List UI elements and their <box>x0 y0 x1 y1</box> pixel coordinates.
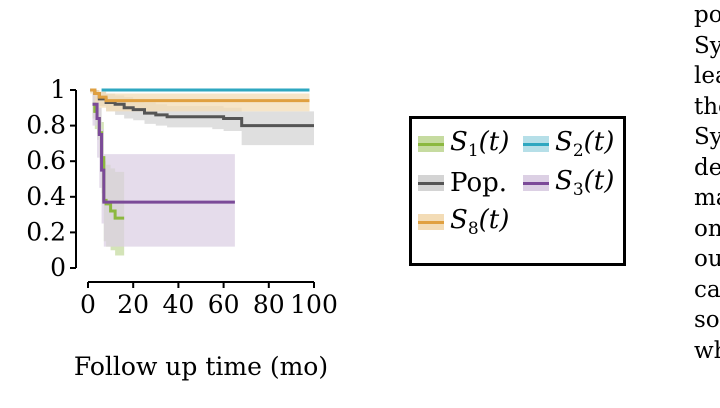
y-tick-label: 0.2 <box>26 217 66 246</box>
side-text-line: de <box>694 154 720 181</box>
survival-chart: 0 0.2 0.4 0.6 0.8 1 0 20 40 60 80 100 Follow up tim… <box>26 75 338 381</box>
legend-item-s8: S8(t) <box>418 205 509 239</box>
survival-curves <box>90 88 314 220</box>
legend: S1(t) S2(t) Pop. S3(t) S8(t) <box>409 116 626 266</box>
curve-pop <box>90 88 314 128</box>
x-tick-label: 20 <box>117 290 149 319</box>
side-text-line: ou <box>694 246 720 272</box>
curve-s8-t <box>90 88 310 103</box>
side-text-line: wh <box>694 337 720 364</box>
x-tick-label: 100 <box>290 290 338 319</box>
side-text-line: Sy <box>694 124 720 150</box>
side-text-line: Sy <box>694 32 720 59</box>
legend-swatch-s1 <box>418 134 444 154</box>
side-text-line: lea <box>694 63 720 89</box>
side-text-line: ma <box>694 185 720 211</box>
y-tick-label: 1 <box>50 75 66 104</box>
legend-label-s3: S3(t) <box>555 165 615 201</box>
y-tick-label: 0 <box>50 253 66 282</box>
legend-swatch-pop <box>418 173 444 193</box>
legend-label-s2: S2(t) <box>555 126 615 162</box>
legend-swatch-s3 <box>523 173 549 193</box>
y-tick-label: 0.8 <box>26 111 66 140</box>
side-text-line: so <box>694 307 720 333</box>
legend-swatch-s2 <box>523 134 549 154</box>
x-tick-label: 40 <box>162 290 194 319</box>
band-s3-t <box>92 93 235 247</box>
side-text-line: on <box>694 215 720 242</box>
x-tick-label: 0 <box>80 290 96 319</box>
axes: 0 0.2 0.4 0.6 0.8 1 0 20 40 60 80 100 <box>26 75 338 319</box>
legend-label-s1: S1(t) <box>450 126 510 162</box>
side-text-line: ca <box>694 276 720 303</box>
legend-item-s2: S2(t) <box>523 127 614 161</box>
x-tick-label: 60 <box>208 290 240 319</box>
side-text-line: po <box>694 2 720 28</box>
confidence-bands <box>90 90 314 256</box>
legend-item-s1: S1(t) <box>418 127 509 161</box>
x-tick-label: 80 <box>253 290 285 319</box>
legend-item-s3: S3(t) <box>523 166 614 200</box>
y-tick-label: 0.6 <box>26 146 66 175</box>
legend-swatch-s8 <box>418 212 444 232</box>
x-axis-label: Follow up time (mo) <box>74 352 328 381</box>
adjacent-page-text: po Sy lea the Sy de ma on ou ca so wh <box>694 0 720 408</box>
legend-label-pop: Pop. <box>450 168 508 198</box>
legend-item-pop: Pop. <box>418 166 507 200</box>
y-tick-label: 0.4 <box>26 182 66 211</box>
side-text-line: the <box>694 93 720 120</box>
curve-s3-t <box>92 102 235 204</box>
legend-label-s8: S8(t) <box>450 204 510 240</box>
